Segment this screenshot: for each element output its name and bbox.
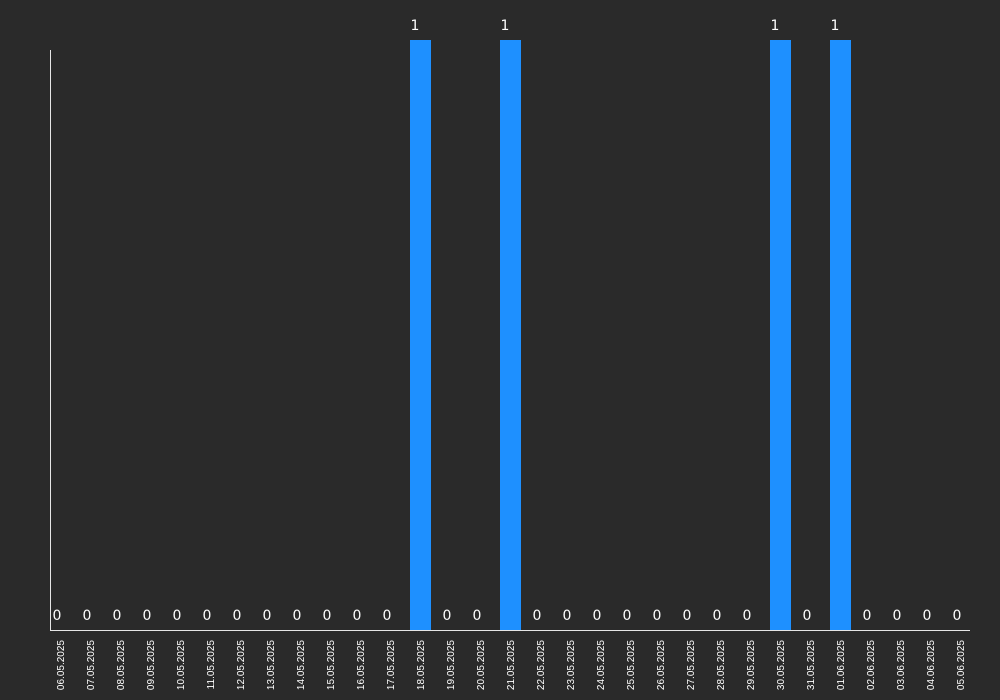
x-tick-label-05.06.2025: 05.06.2025 [956, 640, 967, 690]
bar-30.05.2025 [770, 40, 791, 630]
value-label-08.05.2025: 0 [113, 608, 122, 624]
value-label-16.05.2025: 0 [353, 608, 362, 624]
value-label-12.05.2025: 0 [233, 608, 242, 624]
value-label-26.05.2025: 0 [653, 608, 662, 624]
value-label-19.05.2025: 0 [443, 608, 452, 624]
x-tick-label-02.06.2025: 02.06.2025 [866, 640, 877, 690]
value-label-23.05.2025: 0 [563, 608, 572, 624]
x-tick-label-01.06.2025: 01.06.2025 [836, 640, 847, 690]
x-tick-label-31.05.2025: 31.05.2025 [806, 640, 817, 690]
value-label-27.05.2025: 0 [683, 608, 692, 624]
value-label-06.05.2025: 0 [53, 608, 62, 624]
value-label-01.06.2025: 1 [831, 18, 840, 34]
value-label-09.05.2025: 0 [143, 608, 152, 624]
bar-01.06.2025 [830, 40, 851, 630]
x-tick-label-24.05.2025: 24.05.2025 [596, 640, 607, 690]
x-tick-label-08.05.2025: 08.05.2025 [116, 640, 127, 690]
value-label-04.06.2025: 0 [923, 608, 932, 624]
x-tick-label-13.05.2025: 13.05.2025 [266, 640, 277, 690]
x-tick-label-04.06.2025: 04.06.2025 [926, 640, 937, 690]
x-tick-label-30.05.2025: 30.05.2025 [776, 640, 787, 690]
value-label-21.05.2025: 1 [501, 18, 510, 34]
x-tick-label-20.05.2025: 20.05.2025 [476, 640, 487, 690]
x-tick-labels-group: 06.05.2025 07.05.2025 08.05.2025 09.05.2025… [56, 640, 967, 690]
x-tick-label-23.05.2025: 23.05.2025 [566, 640, 577, 690]
value-label-07.05.2025: 0 [83, 608, 92, 624]
x-tick-label-17.05.2025: 17.05.2025 [386, 640, 397, 690]
x-tick-label-16.05.2025: 16.05.2025 [356, 640, 367, 690]
value-label-17.05.2025: 0 [383, 608, 392, 624]
value-label-03.06.2025: 0 [893, 608, 902, 624]
bar-21.05.2025 [500, 40, 521, 630]
x-tick-label-21.05.2025: 21.05.2025 [506, 640, 517, 690]
value-label-22.05.2025: 0 [533, 608, 542, 624]
value-label-24.05.2025: 0 [593, 608, 602, 624]
x-tick-label-06.05.2025: 06.05.2025 [56, 640, 67, 690]
x-tick-label-26.05.2025: 26.05.2025 [656, 640, 667, 690]
value-labels-group: 0 0 0 0 0 0 0 0 0 0 0 0 1 0 0 1 0 0 0 0 0 0 0 0 1 0 1 0 0 0 0 [53, 18, 962, 624]
x-tick-label-15.05.2025: 15.05.2025 [326, 640, 337, 690]
x-tick-label-09.05.2025: 09.05.2025 [146, 640, 157, 690]
value-label-02.06.2025: 0 [863, 608, 872, 624]
value-label-20.05.2025: 0 [473, 608, 482, 624]
x-tick-label-19.05.2025: 19.05.2025 [446, 640, 457, 690]
value-label-28.05.2025: 0 [713, 608, 722, 624]
bar-18.05.2025 [410, 40, 431, 630]
x-tick-label-29.05.2025: 29.05.2025 [746, 640, 757, 690]
x-tick-label-27.05.2025: 27.05.2025 [686, 640, 697, 690]
value-label-13.05.2025: 0 [263, 608, 272, 624]
x-tick-label-22.05.2025: 22.05.2025 [536, 640, 547, 690]
x-tick-label-25.05.2025: 25.05.2025 [626, 640, 637, 690]
value-label-18.05.2025: 1 [411, 18, 420, 34]
value-label-31.05.2025: 0 [803, 608, 812, 624]
value-label-11.05.2025: 0 [203, 608, 212, 624]
x-tick-label-03.06.2025: 03.06.2025 [896, 640, 907, 690]
bars-group [410, 40, 851, 630]
x-tick-label-11.05.2025: 11.05.2025 [206, 640, 217, 690]
x-tick-label-12.05.2025: 12.05.2025 [236, 640, 247, 690]
value-label-25.05.2025: 0 [623, 608, 632, 624]
x-tick-label-07.05.2025: 07.05.2025 [86, 640, 97, 690]
x-tick-label-18.05.2025: 18.05.2025 [416, 640, 427, 690]
value-label-14.05.2025: 0 [293, 608, 302, 624]
value-label-30.05.2025: 1 [771, 18, 780, 34]
x-tick-label-10.05.2025: 10.05.2025 [176, 640, 187, 690]
value-label-29.05.2025: 0 [743, 608, 752, 624]
value-label-05.06.2025: 0 [953, 608, 962, 624]
value-label-10.05.2025: 0 [173, 608, 182, 624]
value-label-15.05.2025: 0 [323, 608, 332, 624]
x-tick-label-28.05.2025: 28.05.2025 [716, 640, 727, 690]
x-tick-label-14.05.2025: 14.05.2025 [296, 640, 307, 690]
